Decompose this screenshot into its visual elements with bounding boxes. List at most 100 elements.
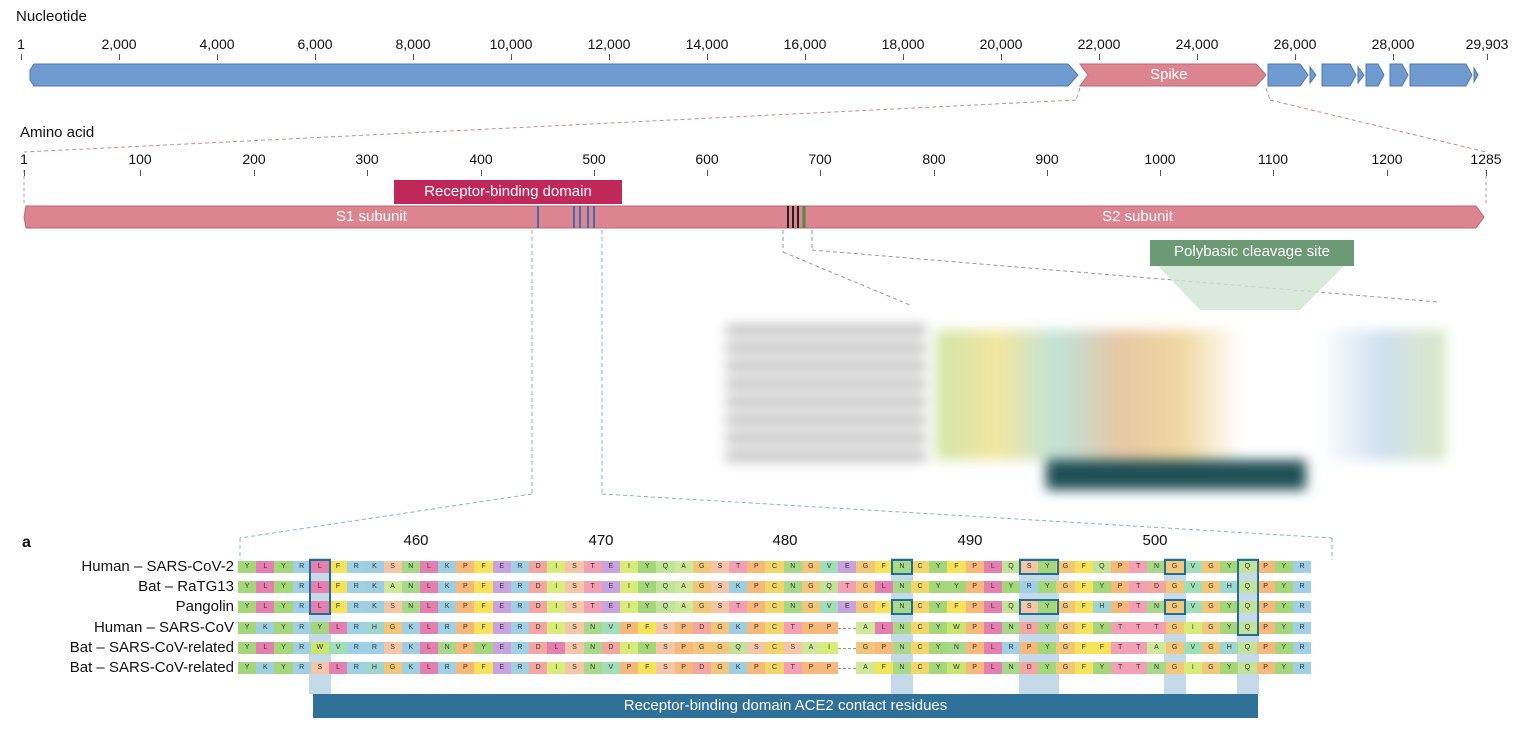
amino-acid-tick — [1486, 170, 1487, 176]
residue-cell: G — [1165, 561, 1184, 573]
residue-cell: C — [910, 642, 930, 654]
residue-cell: L — [874, 581, 893, 593]
nucleotide-tick — [511, 54, 512, 60]
residue-cell: Y — [274, 601, 293, 613]
residue-cell: N — [1147, 601, 1166, 613]
residue-cell: R — [365, 642, 384, 654]
residue-cell: T — [1129, 581, 1148, 593]
nucleotide-tick — [119, 54, 120, 60]
residue-cell: S — [565, 601, 584, 613]
orf10-gene — [1473, 66, 1479, 84]
residue-cell: P — [1111, 561, 1130, 573]
alignment-position-label: 490 — [957, 532, 983, 549]
residue-cell: Q — [1001, 561, 1021, 573]
residue-cell: G — [710, 662, 730, 674]
spike-gene — [1079, 63, 1267, 87]
residue-cell: G — [1201, 581, 1221, 593]
residue-cell: N — [438, 642, 457, 654]
residue-cell: N — [401, 561, 420, 573]
residue-cell: I — [1183, 662, 1202, 674]
residue-cell: Y — [1038, 622, 1057, 634]
residue-cell: P — [456, 581, 475, 593]
residue-cell: I — [547, 662, 566, 674]
residue-cell: Y — [238, 581, 257, 593]
residue-cell: V — [820, 601, 839, 613]
residue-cell: P — [456, 561, 475, 573]
residue-cell: F — [1074, 581, 1093, 593]
residue-cell: Y — [238, 662, 257, 674]
residue-cell: I — [547, 561, 566, 573]
residue-cell: G — [692, 561, 711, 573]
residue-cell: T — [1111, 622, 1130, 634]
residue-cell: L — [983, 601, 1002, 613]
residue-cell: Y — [238, 561, 257, 573]
residue-cell: D — [601, 642, 620, 654]
alignment-position-label: 460 — [403, 532, 429, 549]
residue-cell: I — [619, 601, 639, 613]
residue-cell: N — [783, 581, 802, 593]
residue-cell: S — [565, 581, 584, 593]
residue-cell: T — [838, 581, 857, 593]
residue-cell: F — [328, 601, 348, 613]
residue-cell: G — [692, 642, 711, 654]
nucleotide-tick — [1001, 54, 1002, 60]
blurred-cleavage-alignment — [706, 305, 1446, 495]
residue-cell: F — [947, 601, 966, 613]
residue-cell: V — [1183, 561, 1202, 573]
residue-cell: R — [1292, 622, 1312, 634]
amino-acid-tick-label: 700 — [808, 151, 832, 167]
residue-cell: R — [292, 622, 311, 634]
contact-residue-box — [1164, 559, 1187, 575]
residue-cell: G — [1165, 642, 1184, 654]
species-label: Bat – SARS-CoV-related — [69, 659, 234, 676]
residue-cell: L — [310, 601, 329, 613]
residue-cell: R — [292, 601, 311, 613]
amino-acid-tick — [481, 170, 482, 176]
residue-cell: C — [910, 581, 930, 593]
residue-cell: R — [1292, 662, 1312, 674]
residue-cell: L — [310, 561, 329, 573]
residue-cell: R — [1020, 581, 1039, 593]
residue-cell: L — [419, 622, 439, 634]
residue-cell: E — [492, 561, 511, 573]
residue-cell: P — [1111, 601, 1130, 613]
residue-cell: N — [892, 642, 911, 654]
residue-cell: T — [1111, 662, 1130, 674]
residue-cell: L — [983, 662, 1002, 674]
residue-cell: D — [1020, 622, 1039, 634]
residue-cell: R — [1292, 601, 1312, 613]
residue-cell: A — [856, 622, 875, 634]
residue-cell: K — [256, 662, 275, 674]
species-label: Human – SARS-CoV-2 — [81, 558, 234, 575]
nucleotide-tick-label: 10,000 — [489, 36, 533, 52]
residue-cell: N — [1147, 561, 1166, 573]
residue-cell: P — [965, 622, 984, 634]
residue-cell: P — [874, 642, 893, 654]
residue-cell: G — [1201, 601, 1221, 613]
species-label: Pangolin — [175, 598, 234, 615]
residue-cell: R — [438, 622, 457, 634]
residue-cell: Y — [1220, 561, 1239, 573]
nucleotide-tick-label: 28,000 — [1371, 36, 1415, 52]
residue-cell: P — [674, 662, 693, 674]
residue-cell: N — [1001, 662, 1021, 674]
residue-cell: P — [820, 622, 839, 634]
nucleotide-tick — [1197, 54, 1198, 60]
residue-cell: P — [1256, 662, 1275, 674]
residue-cell: P — [965, 642, 984, 654]
residue-cell: V — [601, 622, 620, 634]
residue-cell: G — [1056, 561, 1075, 573]
residue-cell: K — [365, 561, 384, 573]
s1-subunit-label: S1 subunit — [336, 208, 407, 225]
residue-cell: R — [292, 662, 311, 674]
nucleotide-tick-label: 24,000 — [1175, 36, 1219, 52]
nucleotide-tick — [1295, 54, 1296, 60]
residue-cell: N — [892, 622, 911, 634]
residue-cell: E — [492, 662, 511, 674]
contact-residue-box — [1164, 599, 1187, 615]
residue-cell: Y — [947, 581, 966, 593]
residue-cell: N — [947, 642, 966, 654]
residue-cell: L — [419, 642, 439, 654]
